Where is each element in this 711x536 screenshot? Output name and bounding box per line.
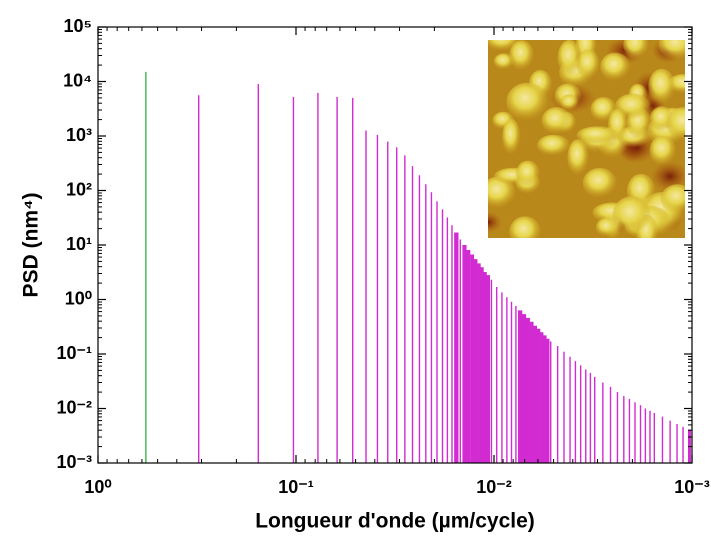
x-tick-label: 10⁰ xyxy=(84,477,111,497)
y-tick-label: 10² xyxy=(66,179,92,199)
afm-grain xyxy=(560,94,579,111)
afm-grain xyxy=(623,40,649,60)
afm-grain xyxy=(537,134,570,156)
afm-grain xyxy=(666,107,685,141)
afm-grain xyxy=(502,118,521,155)
afm-pit xyxy=(650,161,685,192)
afm-pit xyxy=(488,211,503,233)
x-tick-label: 10⁻² xyxy=(476,477,512,497)
afm-grain xyxy=(648,68,676,105)
afm-image xyxy=(488,40,685,238)
afm-grain xyxy=(595,217,619,237)
afm-grain xyxy=(509,216,541,238)
afm-grain xyxy=(582,167,617,198)
x-axis-label: Longueur d'onde (µm/cycle) xyxy=(255,510,535,533)
afm-grain xyxy=(612,196,651,235)
y-tick-label: 10⁻² xyxy=(56,397,92,417)
afm-grain xyxy=(541,107,572,135)
afm-grain xyxy=(557,40,582,77)
y-tick-label: 10⁻¹ xyxy=(56,343,92,363)
y-tick-label: 10⁻³ xyxy=(56,452,92,472)
afm-grain xyxy=(509,40,534,71)
y-tick-label: 10⁴ xyxy=(63,70,92,90)
x-tick-label: 10⁻¹ xyxy=(278,477,314,497)
afm-grain xyxy=(649,135,676,166)
afm-grain xyxy=(567,139,589,176)
afm-grain xyxy=(576,49,600,79)
afm-grain xyxy=(493,53,514,70)
afm-grain xyxy=(600,52,631,81)
y-tick-label: 10⁵ xyxy=(64,16,92,36)
y-axis-label: PSD (nm⁴) xyxy=(20,193,43,298)
x-tick-label: 10⁻³ xyxy=(674,477,710,497)
afm-grain xyxy=(576,126,619,144)
y-tick-label: 10¹ xyxy=(66,234,92,254)
afm-grain xyxy=(506,82,548,121)
y-tick-label: 10⁰ xyxy=(65,288,92,308)
y-tick-label: 10³ xyxy=(66,125,92,145)
afm-grain xyxy=(658,40,685,60)
afm-grain xyxy=(488,176,516,209)
afm-grain xyxy=(660,184,685,213)
afm-grain xyxy=(515,160,540,187)
